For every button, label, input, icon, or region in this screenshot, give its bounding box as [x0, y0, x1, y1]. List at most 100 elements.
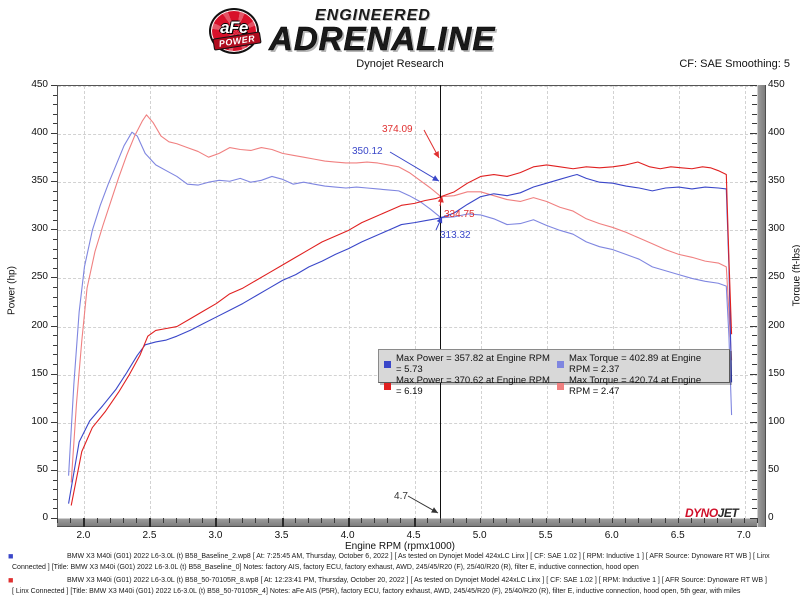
y-tick-left [51, 518, 57, 519]
cursor-line[interactable] [440, 85, 442, 518]
y-tick-label-right: 100 [768, 415, 785, 427]
gridline-vertical [678, 86, 680, 519]
x-tick [96, 518, 98, 523]
x-tick [347, 518, 350, 527]
footnotes: ■ BMW X3 M40i (G01) 2022 L6-3.0L (t) B58… [0, 552, 800, 600]
x-tick [373, 518, 375, 523]
x-tick [255, 518, 257, 523]
x-tick [704, 518, 706, 523]
y-tick-right [752, 450, 757, 452]
y-tick-left [53, 200, 57, 202]
x-tick [519, 518, 521, 523]
x-tick [479, 518, 481, 523]
x-tick [294, 518, 296, 523]
x-tick [360, 518, 362, 523]
y-tick-left [53, 219, 57, 221]
blue-power-value: 350.12 [352, 146, 383, 157]
y-tick-left [53, 287, 57, 289]
legend-item: Max Torque = 402.89 at Engine RPM = 2.37 [557, 353, 724, 375]
x-tick [598, 518, 600, 523]
legend-swatch-icon [384, 382, 391, 390]
legend-label: Max Torque = 420.74 at Engine RPM = 2.47 [569, 375, 702, 397]
footnote-line: BMW X3 M40i (G01) 2022 L6-3.0L (t) B58_5… [67, 577, 767, 584]
y-tick-left [51, 229, 57, 231]
y-tick-left [53, 142, 57, 144]
y-tick-left [53, 152, 57, 154]
y-tick-right [752, 354, 757, 356]
y-tick-right [752, 238, 757, 240]
y-tick-left [53, 210, 57, 212]
y-tick-right [752, 441, 757, 443]
y-tick-left [53, 392, 57, 394]
y-tick-right [752, 489, 757, 491]
y-tick-right [752, 267, 757, 269]
legend-label: Max Power = 370.62 at Engine RPM = 6.19 [396, 375, 550, 397]
y-tick-left [53, 412, 57, 414]
gridline-horizontal [58, 182, 758, 184]
chart-legend: Max Power = 357.82 at Engine RPM = 5.73 … [378, 349, 730, 397]
y-tick-right [752, 392, 757, 394]
right-axis-bar [757, 85, 766, 527]
data-curves [68, 114, 733, 506]
x-tick [70, 518, 72, 523]
y-tick-label-left: 50 [36, 463, 48, 475]
x-tick [651, 518, 653, 523]
y-tick-right [752, 210, 757, 212]
x-tick [189, 518, 191, 523]
x-tick [743, 518, 745, 523]
legend-item: Max Power = 370.62 at Engine RPM = 6.19 [384, 375, 551, 397]
gridline-vertical [744, 86, 746, 519]
y-tick-right [752, 412, 757, 414]
y-tick-left [53, 296, 57, 298]
blue-torque-value: 313.32 [440, 230, 471, 241]
gridline-vertical [348, 86, 350, 519]
footnote-bullet-icon: ■ [8, 551, 14, 561]
gridline-vertical [546, 86, 548, 519]
y-tick-left [53, 104, 57, 106]
y-tick-left [53, 383, 57, 385]
y-tick-left [53, 123, 57, 125]
y-tick-label-left: 250 [31, 271, 48, 283]
brand-header: aFe POWER ENGINEERED ADRENALINE [0, 2, 800, 60]
x-tick [492, 518, 494, 523]
x-tick-label: 6.5 [670, 530, 685, 541]
y-tick-right [752, 335, 757, 337]
gridline-vertical [480, 86, 482, 519]
gridline-horizontal [58, 470, 758, 472]
x-axis-label: Engine RPM (rpmx1000) [344, 541, 456, 552]
y-tick-label-right: 400 [768, 127, 785, 139]
y-tick-right [752, 296, 757, 298]
y-tick-left [51, 277, 57, 279]
afe-logo-text: aFe [220, 18, 248, 37]
x-tick [321, 518, 323, 523]
x-tick [162, 518, 164, 523]
y-tick-label-right: 0 [768, 512, 774, 523]
y-tick-right [750, 133, 757, 135]
x-tick [83, 518, 86, 527]
y-tick-right [752, 479, 757, 481]
y-tick-left [51, 373, 57, 375]
gridline-vertical [414, 86, 416, 519]
y-tick-left [53, 94, 57, 96]
y-tick-right [752, 94, 757, 96]
x-tick [268, 518, 270, 523]
y-tick-left [53, 306, 57, 308]
y-tick-left [51, 181, 57, 183]
y-tick-right [752, 171, 757, 173]
dynojet-watermark-icon: DYNOJET [685, 506, 739, 520]
footnote-line: BMW X3 M40i (G01) 2022 L6-3.0L (t) B58_B… [67, 553, 770, 560]
x-tick [717, 518, 719, 523]
x-tick-label: 4.0 [340, 530, 355, 541]
y-tick-right [752, 344, 757, 346]
cursor-rpm-label: 4.7 [394, 491, 408, 502]
series-line [68, 173, 733, 504]
y-tick-left [53, 508, 57, 510]
afe-power-logo-icon: aFe POWER [205, 6, 263, 56]
y-tick-right [752, 104, 757, 106]
y-tick-left [53, 460, 57, 462]
y-tick-left [51, 469, 57, 471]
y-tick-left [53, 441, 57, 443]
gridline-vertical [84, 86, 86, 519]
plot-area [57, 85, 758, 519]
y-tick-label-left: 100 [31, 415, 48, 427]
